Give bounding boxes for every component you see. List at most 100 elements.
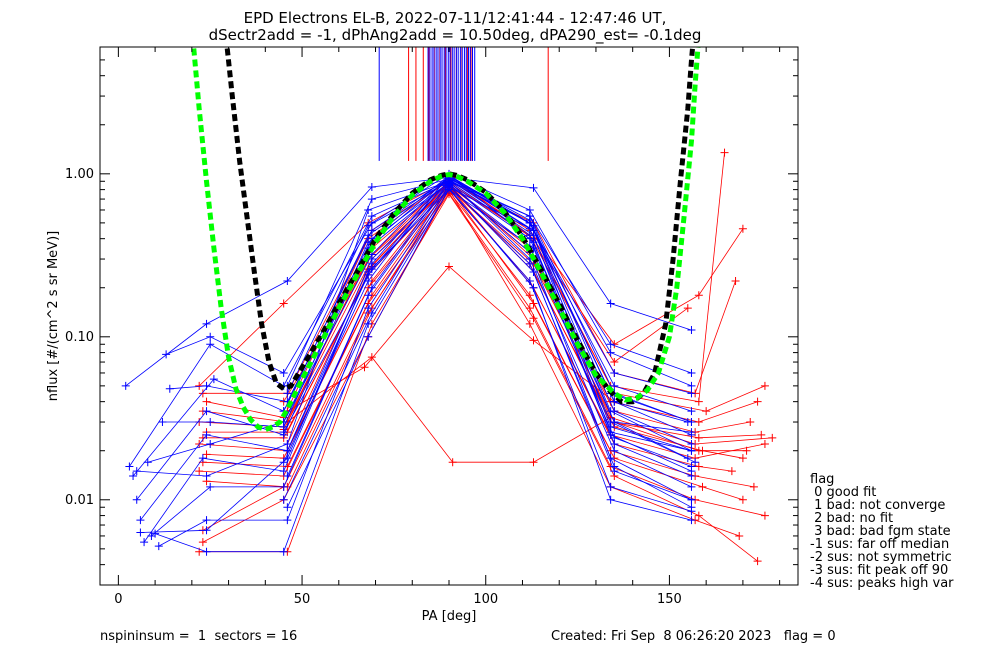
- blue-series-point: [202, 471, 211, 480]
- plot-frame: [99, 46, 799, 586]
- blue-series-point: [529, 183, 538, 192]
- blue-series-point: [206, 439, 215, 448]
- red-series-point: [738, 224, 747, 233]
- blue-series-point: [209, 375, 218, 384]
- y-tick-label: 1.00: [65, 167, 94, 182]
- blue-series-point: [283, 471, 292, 480]
- blue-series-line: [283, 179, 692, 452]
- blue-series-point: [610, 418, 619, 427]
- red-series-line: [202, 180, 736, 394]
- red-series-point: [760, 381, 769, 390]
- blue-series-line: [143, 189, 692, 543]
- legend-entry: 1 bad: not converge: [810, 498, 945, 513]
- blue-series-point: [367, 212, 376, 221]
- red-series-point: [760, 439, 769, 448]
- blue-series-point: [198, 454, 207, 463]
- blue-series-point: [136, 516, 145, 525]
- red-series-point: [757, 430, 766, 439]
- red-series-point: [448, 458, 457, 467]
- blue-series-point: [143, 458, 152, 467]
- blue-series-point: [202, 516, 211, 525]
- chart-title-line1: EPD Electrons EL-B, 2022-07-11/12:41:44 …: [244, 9, 667, 27]
- red-series-point: [738, 454, 747, 463]
- blue-series-point: [367, 183, 376, 192]
- blue-series-point: [525, 218, 534, 227]
- red-series-line: [206, 180, 751, 433]
- blue-series-point: [283, 389, 292, 398]
- blue-series-line: [158, 184, 692, 547]
- blue-series-point: [132, 495, 141, 504]
- blue-series-point: [687, 439, 696, 448]
- red-series-point: [753, 557, 762, 566]
- red-series-line: [287, 356, 611, 463]
- blue-series-point: [283, 439, 292, 448]
- red-series-point: [738, 495, 747, 504]
- blue-series-point: [606, 340, 615, 349]
- blue-series-point: [687, 516, 696, 525]
- blue-series-point: [687, 407, 696, 416]
- x-tick-label: 150: [657, 592, 682, 607]
- red-series-point: [529, 458, 538, 467]
- red-series-point: [694, 418, 703, 427]
- blue-series-point: [367, 265, 376, 274]
- blue-series-point: [162, 350, 171, 359]
- red-series-line: [199, 184, 758, 428]
- blue-series-point: [367, 308, 376, 317]
- legend-entry: -1 sus: far off median: [810, 537, 949, 552]
- blue-series-point: [140, 538, 149, 547]
- chart-title-line2: dSectr2add = -1, dPhAng2add = 10.50deg, …: [209, 26, 702, 45]
- data-layer: [121, 47, 777, 566]
- blue-series-point: [610, 446, 619, 455]
- legend-entry: -3 sus: fit peak off 90: [810, 563, 948, 578]
- blue-series-point: [610, 462, 619, 471]
- blue-series-point: [283, 446, 292, 455]
- red-series-point: [367, 353, 376, 362]
- blue-series-line: [287, 187, 692, 521]
- blue-series-point: [367, 195, 376, 204]
- blue-series-point: [132, 467, 141, 476]
- red-series-point: [720, 148, 729, 157]
- blue-series-line: [140, 182, 688, 521]
- x-tick-label: 100: [473, 592, 498, 607]
- blue-series-point: [529, 231, 538, 240]
- red-series-point: [731, 276, 740, 285]
- blue-series-line: [169, 177, 692, 412]
- blue-series-point: [151, 529, 160, 538]
- blue-series-point: [691, 458, 700, 467]
- red-series-point: [198, 538, 207, 547]
- blue-series-point: [279, 495, 288, 504]
- red-series-line: [198, 179, 744, 387]
- blue-series-point: [687, 428, 696, 437]
- blue-series-point: [129, 471, 138, 480]
- blue-series-point: [165, 384, 174, 393]
- blue-series-point: [610, 381, 619, 390]
- blue-series-point: [206, 482, 215, 491]
- blue-series-point: [202, 430, 211, 439]
- legend-entry: -4 sus: peaks high var: [810, 576, 954, 591]
- blue-series-point: [525, 212, 534, 221]
- red-series-point: [698, 482, 707, 491]
- legend-title: flag: [810, 472, 834, 487]
- red-series-point: [694, 511, 703, 520]
- y-tick-label: 0.10: [65, 330, 94, 345]
- blue-series-point: [125, 462, 134, 471]
- red-series-point: [694, 446, 703, 455]
- blue-series-point: [610, 407, 619, 416]
- blue-series-point: [606, 482, 615, 491]
- blue-series-point: [606, 495, 615, 504]
- blue-series-point: [154, 542, 163, 551]
- blue-series-line: [136, 184, 692, 501]
- blue-series-point: [610, 368, 619, 377]
- blue-series-point: [279, 368, 288, 377]
- y-axis-label: nflux [#/(cm^2 s sr MeV)]: [46, 231, 61, 401]
- blue-series-point: [206, 418, 215, 427]
- red-series-point: [195, 467, 204, 476]
- red-series-point: [753, 397, 762, 406]
- blue-series-point: [279, 547, 288, 556]
- blue-series-point: [202, 526, 211, 535]
- red-series-line: [202, 182, 766, 423]
- x-tick-label: 0: [114, 592, 122, 607]
- legend-entry: 3 bad: bad fgm state: [810, 524, 951, 539]
- blue-series-point: [279, 458, 288, 467]
